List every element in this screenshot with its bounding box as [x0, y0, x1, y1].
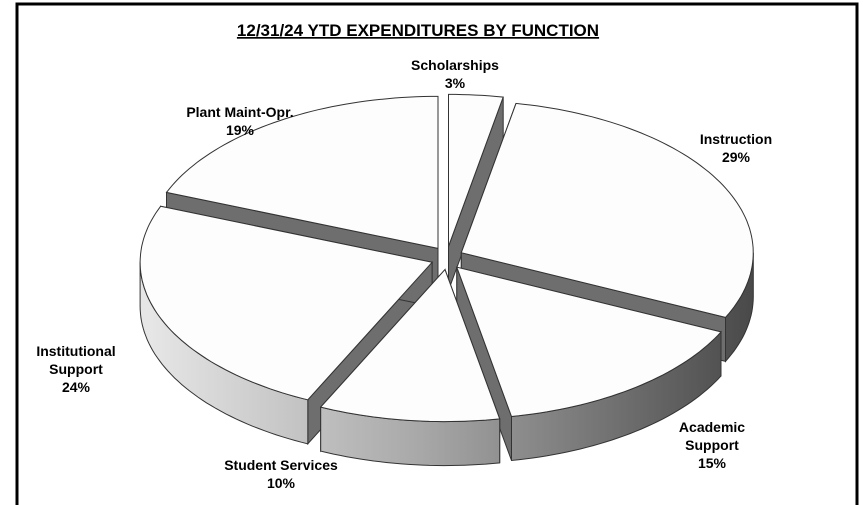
chart-title: 12/31/24 YTD EXPENDITURES BY FUNCTION	[237, 21, 599, 40]
slice	[460, 102, 754, 318]
value-label: 3%	[444, 75, 466, 91]
category-label: Scholarships	[411, 57, 499, 73]
slice-label: Instruction 29%	[676, 130, 796, 166]
frame	[15, 2, 859, 505]
slice-label: Plant Maint-Opr. 19%	[165, 103, 315, 139]
category-label: Plant Maint-Opr.	[186, 104, 294, 120]
slice	[319, 268, 501, 423]
value-label: 24%	[61, 379, 91, 395]
category-label: Student Services	[224, 457, 338, 473]
slice	[165, 95, 439, 250]
value-label: 29%	[721, 149, 751, 165]
slice-label: Student Services 10%	[201, 456, 361, 492]
value-label: 15%	[697, 455, 727, 471]
category-label: Institutional Support	[36, 343, 116, 377]
slice-label: Scholarships 3%	[395, 56, 515, 92]
slice	[448, 93, 504, 247]
pie	[139, 93, 754, 467]
slice	[139, 205, 434, 401]
value-label: 10%	[266, 475, 296, 491]
category-label: Instruction	[699, 131, 773, 147]
slice-label: Academic Support 15%	[672, 418, 752, 472]
slice	[456, 266, 722, 418]
value-label: 19%	[225, 122, 255, 138]
category-label: Academic Support	[678, 419, 746, 453]
slice-label: Institutional Support 24%	[21, 342, 131, 396]
